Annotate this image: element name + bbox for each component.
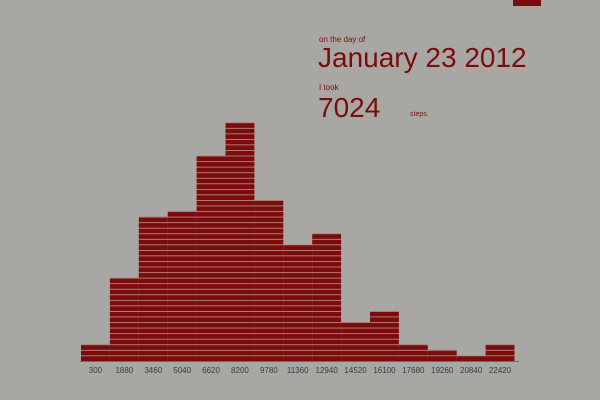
x-tick-label: 6620 bbox=[202, 366, 220, 375]
x-tick-label: 14520 bbox=[344, 366, 367, 375]
x-tick-label: 17680 bbox=[402, 366, 425, 375]
x-tick-label: 300 bbox=[89, 366, 103, 375]
corner-tab bbox=[513, 0, 541, 6]
x-tick-label: 11360 bbox=[287, 366, 309, 375]
bar bbox=[109, 277, 139, 361]
step-count: 7024 bbox=[318, 92, 380, 123]
x-tick-label: 9780 bbox=[260, 366, 278, 375]
x-tick-label: 19260 bbox=[431, 366, 454, 375]
unit-text: steps. bbox=[410, 111, 429, 118]
x-tick-label: 20840 bbox=[460, 366, 483, 375]
x-tick-label: 8200 bbox=[231, 366, 249, 375]
bar bbox=[138, 216, 168, 361]
intro-text: on the day of bbox=[319, 35, 366, 44]
bar bbox=[254, 200, 284, 361]
bar bbox=[312, 233, 342, 361]
x-tick-label: 16100 bbox=[373, 366, 396, 375]
bar bbox=[398, 344, 428, 361]
x-tick-label: 12940 bbox=[316, 366, 339, 375]
x-tick-label: 1880 bbox=[115, 366, 133, 375]
x-tick-label: 22420 bbox=[489, 366, 512, 375]
bar bbox=[283, 244, 313, 361]
bar bbox=[427, 349, 457, 361]
took-text: I took bbox=[319, 83, 340, 92]
x-tick-label: 3460 bbox=[144, 366, 162, 375]
bar bbox=[485, 344, 515, 361]
bar bbox=[225, 122, 255, 361]
bar bbox=[341, 322, 370, 361]
bar bbox=[167, 211, 197, 361]
date: January 23 2012 bbox=[318, 42, 527, 73]
bar bbox=[456, 355, 486, 361]
x-tick-label: 5040 bbox=[173, 366, 191, 375]
bar bbox=[81, 344, 110, 361]
bar bbox=[370, 311, 399, 361]
bar bbox=[196, 155, 226, 361]
